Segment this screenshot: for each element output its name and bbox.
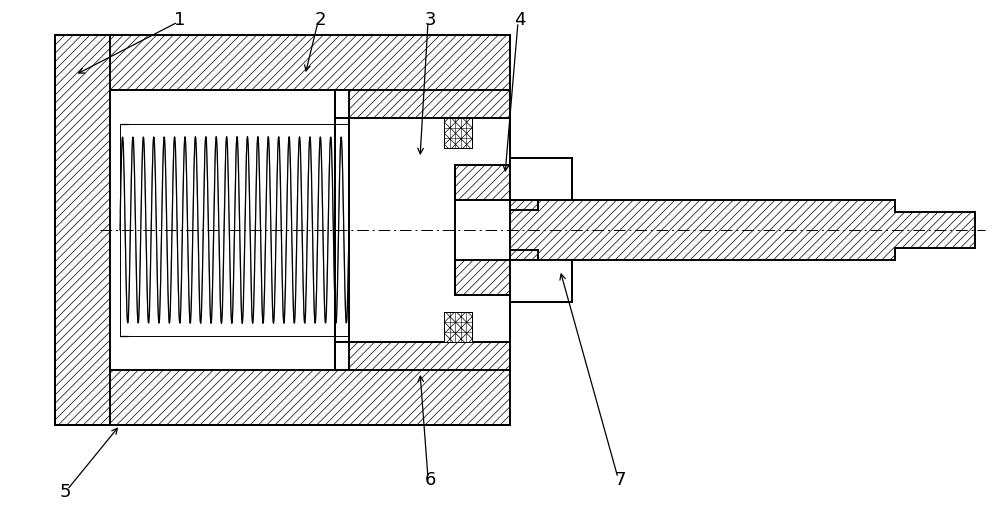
Polygon shape: [510, 200, 975, 260]
Polygon shape: [455, 260, 510, 295]
Polygon shape: [55, 35, 110, 425]
Bar: [510, 260, 572, 302]
Text: 4: 4: [514, 11, 526, 29]
Polygon shape: [335, 90, 510, 118]
Text: 7: 7: [614, 471, 626, 489]
Text: 6: 6: [424, 471, 436, 489]
Text: 2: 2: [314, 11, 326, 29]
Text: 5: 5: [59, 483, 71, 501]
Bar: [510, 158, 572, 200]
Text: 3: 3: [424, 11, 436, 29]
Bar: [444, 312, 472, 342]
Polygon shape: [55, 35, 510, 90]
Polygon shape: [55, 370, 510, 425]
Polygon shape: [335, 342, 510, 370]
Bar: [444, 118, 472, 148]
Text: 1: 1: [174, 11, 186, 29]
Polygon shape: [455, 165, 510, 200]
Bar: [335, 90, 349, 370]
